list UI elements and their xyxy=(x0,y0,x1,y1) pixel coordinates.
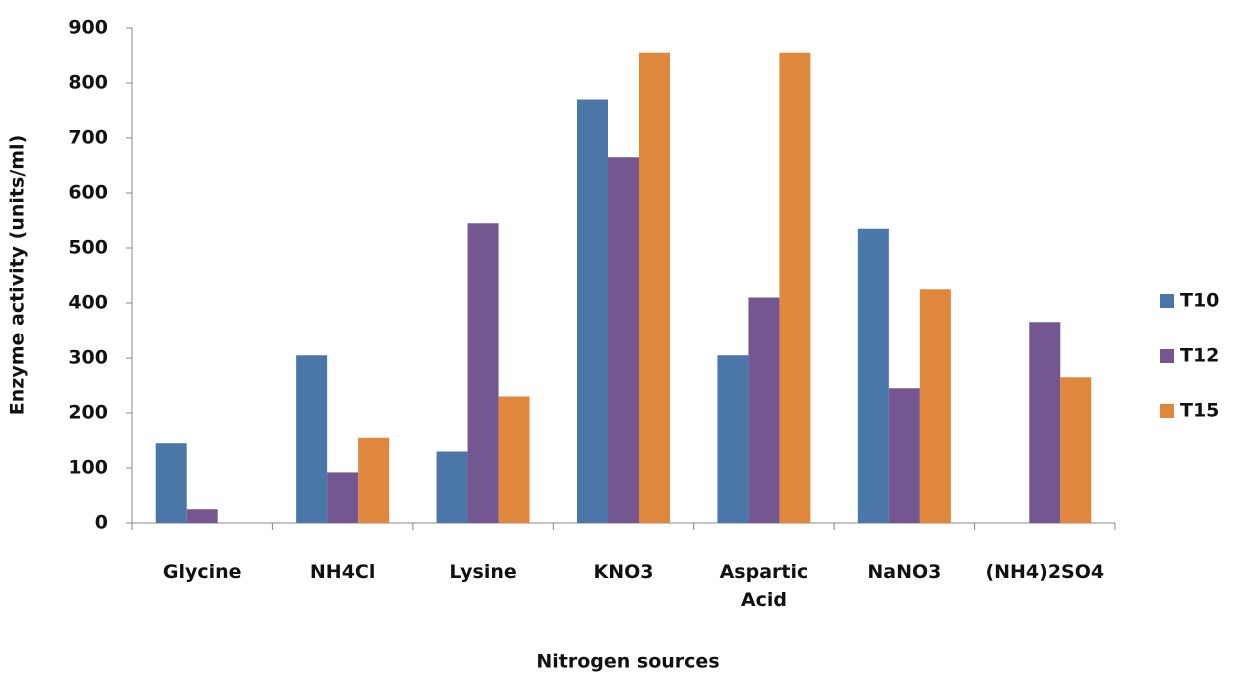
bar xyxy=(608,157,639,523)
bar xyxy=(155,443,187,523)
y-tick-label: 800 xyxy=(68,72,108,94)
y-tick-label: 600 xyxy=(68,182,108,204)
legend-label: T12 xyxy=(1180,345,1219,367)
x-tick-label: KNO3 xyxy=(593,561,654,583)
y-tick-label: 500 xyxy=(68,237,108,259)
bar xyxy=(577,99,608,523)
x-tick-label: Aspartic Acid xyxy=(719,561,809,611)
legend-label: T15 xyxy=(1180,400,1219,422)
bar xyxy=(358,437,390,523)
legend-label: T10 xyxy=(1180,290,1219,312)
bar xyxy=(436,451,468,523)
bar xyxy=(779,52,811,523)
legend-swatch xyxy=(1160,349,1174,363)
bar xyxy=(467,223,499,523)
bar xyxy=(186,509,218,523)
legend-swatch xyxy=(1160,294,1174,308)
y-tick-label: 0 xyxy=(95,512,108,534)
bar xyxy=(1029,322,1061,523)
y-tick-label: 900 xyxy=(68,17,108,39)
bar xyxy=(296,355,328,523)
y-tick-label: 300 xyxy=(68,347,108,369)
bar xyxy=(748,297,780,523)
x-tick-label: (NH4)2SO4 xyxy=(985,561,1105,583)
y-tick-label: 700 xyxy=(68,127,108,149)
legend-swatch xyxy=(1160,404,1174,418)
y-tick-label: 400 xyxy=(68,292,108,314)
x-tick-label: NH4Cl xyxy=(309,561,376,583)
y-tick-label: 100 xyxy=(68,457,108,479)
bar xyxy=(327,472,359,523)
bar xyxy=(919,289,951,523)
bar xyxy=(498,396,530,523)
x-axis-title: Nitrogen sources xyxy=(536,651,719,673)
y-tick-label: 200 xyxy=(68,402,108,424)
x-tick-label: Lysine xyxy=(449,561,517,583)
bar xyxy=(857,228,889,523)
y-axis-title: Enzyme activity (units/ml) xyxy=(7,135,29,415)
bar xyxy=(888,388,920,523)
bar xyxy=(1060,377,1092,523)
bar xyxy=(639,52,670,523)
bar xyxy=(717,355,749,523)
x-tick-label: Glycine xyxy=(162,561,242,583)
x-tick-label: NaNO3 xyxy=(867,561,942,583)
